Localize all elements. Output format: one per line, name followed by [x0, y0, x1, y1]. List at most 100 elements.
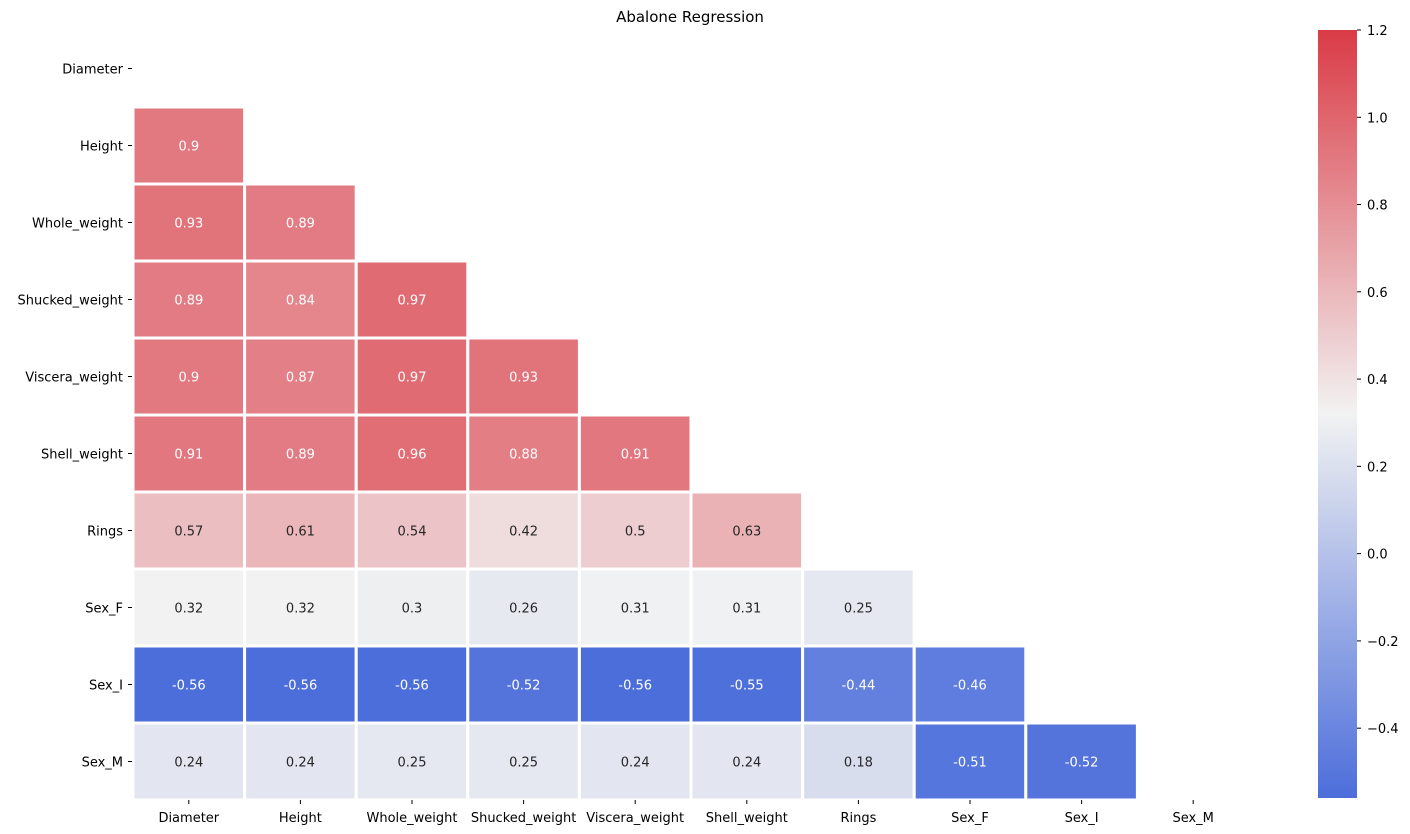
y-tick-label: Rings — [87, 525, 123, 540]
cell-value-label: -0.56 — [618, 679, 652, 694]
heatmap-cell — [1024, 721, 1139, 802]
heatmap-cell — [689, 567, 805, 648]
y-tick-label: Whole_weight — [32, 217, 123, 232]
colorbar-tick-label: −0.4 — [1367, 722, 1399, 737]
cell-value-label: 0.54 — [398, 525, 427, 540]
chart-title: Abalone Regression — [616, 8, 764, 26]
cell-value-label: 0.89 — [286, 448, 315, 463]
cell-value-label: 0.9 — [178, 140, 199, 155]
cell-value-label: 0.93 — [509, 371, 538, 386]
x-tick-label: Height — [279, 811, 322, 826]
y-tick-label: Sex_I — [89, 679, 123, 694]
cell-value-label: 0.89 — [286, 217, 315, 232]
y-tick-label: Sex_F — [85, 602, 123, 617]
cell-value-label: 0.32 — [286, 602, 315, 617]
cell-value-label: -0.56 — [172, 679, 206, 694]
cell-value-label: 0.93 — [174, 217, 203, 232]
heatmap-cell — [689, 721, 805, 802]
cell-value-label: 0.25 — [398, 756, 427, 771]
heatmap-cells: 0.9 0.93 0.89 0.89 0.84 0.97 0.9 0.87 0.97 0.93 0.… — [131, 105, 1139, 802]
heatmap-cell — [243, 336, 358, 417]
cell-value-label: -0.52 — [507, 679, 541, 694]
cell-value-label: 0.26 — [509, 602, 538, 617]
cell-value-label: 0.63 — [732, 525, 761, 540]
colorbar-tick-label: 0.6 — [1367, 286, 1388, 301]
x-tick-label: Rings — [840, 811, 876, 826]
heatmap-cell — [689, 490, 805, 571]
cell-value-label: 0.25 — [844, 602, 873, 617]
cell-value-label: 0.32 — [174, 602, 203, 617]
heatmap-cell — [466, 413, 581, 494]
heatmap-cell — [577, 490, 693, 571]
heatmap-cell — [466, 490, 581, 571]
y-axis-tick-labels: Diameter Height Whole_weight Shucked_weight… — [17, 63, 132, 771]
cell-value-label: -0.46 — [953, 679, 987, 694]
heatmap-cell — [354, 259, 470, 340]
heatmap-cell — [243, 567, 358, 648]
cell-value-label: 0.91 — [174, 448, 203, 463]
cell-value-label: 0.24 — [174, 756, 203, 771]
x-tick-label: Sex_I — [1065, 811, 1099, 826]
y-tick-label: Viscera_weight — [25, 371, 123, 386]
heatmap-cell — [131, 567, 247, 648]
colorbar-tick-label: 0.4 — [1367, 373, 1388, 388]
heatmap-cell — [131, 644, 247, 725]
cell-value-label: 0.96 — [398, 448, 427, 463]
x-tick-label: Sex_F — [951, 811, 989, 826]
cell-value-label: 0.9 — [178, 371, 199, 386]
cell-value-label: 0.89 — [174, 294, 203, 309]
x-axis-tick-labels: Diameter Height Whole_weight Shucked_weight… — [158, 800, 1214, 826]
cell-value-label: -0.51 — [953, 756, 987, 771]
cell-value-label: 0.24 — [732, 756, 761, 771]
cell-value-label: 0.42 — [509, 525, 538, 540]
cell-value-label: 0.84 — [286, 294, 315, 309]
heatmap-cell — [466, 336, 581, 417]
cell-value-label: 0.88 — [509, 448, 538, 463]
x-tick-label: Shell_weight — [706, 811, 788, 826]
y-tick-label: Shell_weight — [41, 448, 123, 463]
x-tick-label: Shucked_weight — [471, 811, 577, 826]
cell-value-label: 0.18 — [844, 756, 873, 771]
heatmap-cell — [243, 413, 358, 494]
cell-value-label: 0.57 — [174, 525, 203, 540]
x-tick-label: Sex_M — [1172, 811, 1213, 826]
colorbar-tick-label: 1.0 — [1367, 111, 1388, 126]
cell-value-label: 0.25 — [509, 756, 538, 771]
heatmap-cell — [131, 721, 247, 802]
colorbar-tick-label: 0.0 — [1367, 548, 1388, 563]
heatmap-cell — [912, 644, 1028, 725]
cell-value-label: 0.97 — [398, 294, 427, 309]
y-tick-label: Diameter — [62, 63, 123, 78]
cell-value-label: 0.5 — [625, 525, 646, 540]
colorbar-tick-label: −0.2 — [1367, 635, 1399, 650]
cell-value-label: 0.31 — [732, 602, 761, 617]
colorbar-tick-label: 0.8 — [1367, 199, 1388, 214]
cell-value-label: -0.44 — [842, 679, 876, 694]
cell-value-label: 0.24 — [621, 756, 650, 771]
cell-value-label: -0.52 — [1065, 756, 1099, 771]
cell-value-label: 0.61 — [286, 525, 315, 540]
heatmap-cell — [354, 644, 470, 725]
y-tick-label: Shucked_weight — [17, 294, 123, 309]
y-tick-label: Height — [80, 140, 123, 155]
y-tick-label: Sex_M — [82, 756, 123, 771]
colorbar-tick-label: 1.2 — [1367, 24, 1388, 39]
colorbar-bar — [1318, 30, 1357, 798]
cell-value-label: -0.56 — [395, 679, 429, 694]
cell-value-label: -0.55 — [730, 679, 764, 694]
cell-value-label: 0.3 — [402, 602, 423, 617]
cell-value-label: -0.56 — [284, 679, 318, 694]
cell-value-label: 0.91 — [621, 448, 650, 463]
colorbar-tick-label: 0.2 — [1367, 460, 1388, 475]
heatmap-cell — [131, 105, 247, 186]
cell-value-label: 0.24 — [286, 756, 315, 771]
cell-value-label: 0.97 — [398, 371, 427, 386]
heatmap-cell — [131, 490, 247, 571]
heatmap-cell — [243, 490, 358, 571]
x-tick-label: Viscera_weight — [586, 811, 684, 826]
x-tick-label: Whole_weight — [367, 811, 458, 826]
heatmap-cell — [131, 182, 247, 263]
x-tick-label: Diameter — [158, 811, 219, 826]
cell-value-label: 0.87 — [286, 371, 315, 386]
